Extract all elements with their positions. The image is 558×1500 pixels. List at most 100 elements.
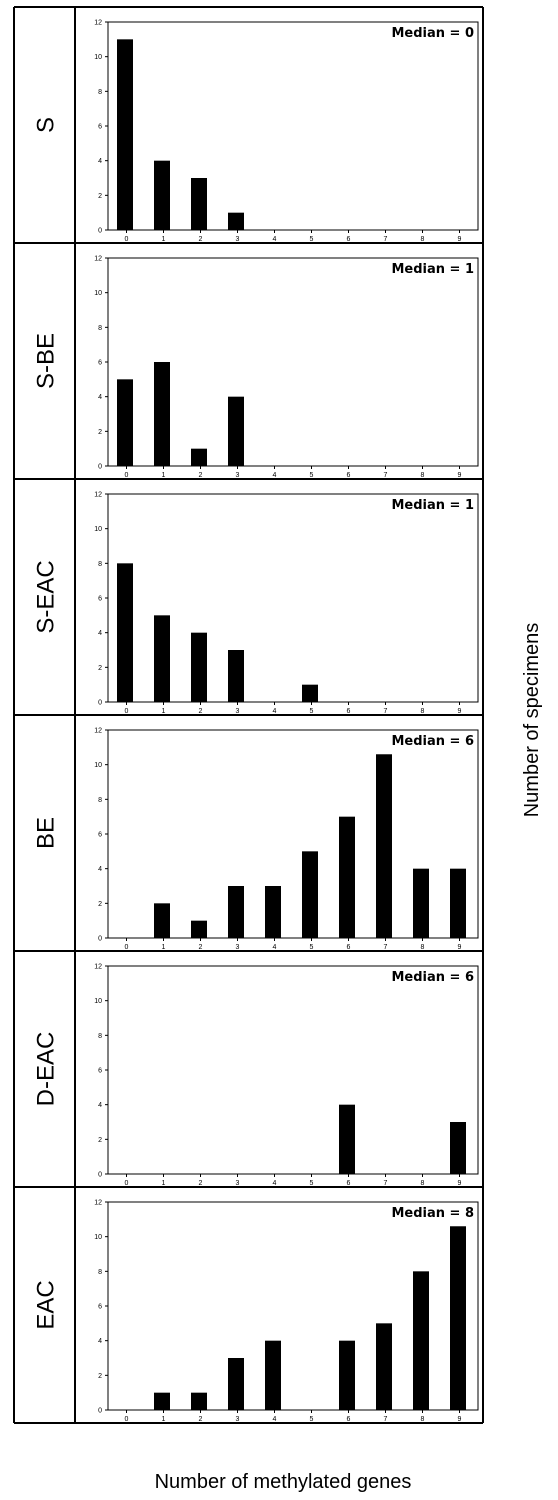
x-tick-label: 3 bbox=[236, 472, 240, 479]
x-tick-label: 6 bbox=[347, 472, 351, 479]
y-tick-label: 2 bbox=[98, 1373, 102, 1380]
x-tick-label: 6 bbox=[347, 708, 351, 715]
group-label: S-BE bbox=[33, 333, 60, 389]
y-tick-label: 0 bbox=[98, 464, 102, 471]
x-tick-label: 6 bbox=[347, 1416, 351, 1423]
group-label: BE bbox=[33, 817, 60, 849]
x-tick-label: 1 bbox=[162, 236, 166, 243]
x-tick-label: 8 bbox=[421, 708, 425, 715]
x-tick-label: 7 bbox=[384, 708, 388, 715]
y-tick-label: 4 bbox=[98, 1338, 102, 1345]
x-tick-label: 5 bbox=[310, 472, 314, 479]
y-tick-label: 8 bbox=[98, 325, 102, 332]
median-label: Median = 1 bbox=[391, 498, 474, 513]
bar bbox=[228, 396, 244, 466]
y-tick-label: 8 bbox=[98, 1033, 102, 1040]
y-tick-label: 10 bbox=[94, 526, 102, 533]
bar bbox=[413, 868, 429, 938]
x-tick-label: 2 bbox=[199, 1180, 203, 1187]
bar bbox=[302, 684, 318, 702]
x-tick-label: 8 bbox=[421, 472, 425, 479]
y-tick-label: 8 bbox=[98, 797, 102, 804]
x-tick-label: 1 bbox=[162, 1416, 166, 1423]
y-tick-label: 6 bbox=[98, 124, 102, 131]
y-tick-label: 2 bbox=[98, 193, 102, 200]
x-tick-label: 3 bbox=[236, 944, 240, 951]
y-tick-label: 6 bbox=[98, 832, 102, 839]
y-tick-label: 4 bbox=[98, 1102, 102, 1109]
y-tick-label: 4 bbox=[98, 394, 102, 401]
bar bbox=[265, 1340, 281, 1410]
bar bbox=[191, 920, 207, 938]
y-tick-label: 12 bbox=[94, 728, 102, 735]
bar bbox=[265, 886, 281, 938]
x-tick-label: 8 bbox=[421, 1416, 425, 1423]
y-tick-label: 2 bbox=[98, 665, 102, 672]
x-tick-label: 2 bbox=[199, 708, 203, 715]
x-tick-label: 6 bbox=[347, 1180, 351, 1187]
y-tick-label: 6 bbox=[98, 596, 102, 603]
y-tick-label: 4 bbox=[98, 866, 102, 873]
bar bbox=[228, 650, 244, 702]
x-tick-label: 2 bbox=[199, 472, 203, 479]
bar bbox=[154, 615, 170, 702]
x-tick-label: 3 bbox=[236, 708, 240, 715]
bar bbox=[339, 1104, 355, 1174]
median-label: Median = 6 bbox=[391, 734, 474, 749]
x-tick-label: 2 bbox=[199, 1416, 203, 1423]
median-label: Median = 8 bbox=[391, 1206, 474, 1221]
x-tick-label: 5 bbox=[310, 236, 314, 243]
x-tick-label: 8 bbox=[421, 944, 425, 951]
group-label: S-EAC bbox=[33, 560, 60, 633]
bar bbox=[228, 212, 244, 230]
x-tick-label: 9 bbox=[458, 236, 462, 243]
y-tick-label: 8 bbox=[98, 89, 102, 96]
x-tick-label: 6 bbox=[347, 236, 351, 243]
bar bbox=[191, 178, 207, 230]
bar bbox=[191, 1392, 207, 1410]
bar bbox=[228, 1358, 244, 1410]
group-label: S bbox=[33, 117, 60, 133]
bar bbox=[191, 448, 207, 466]
median-label: Median = 0 bbox=[391, 26, 474, 41]
bar bbox=[413, 1271, 429, 1410]
bar bbox=[154, 160, 170, 230]
y-tick-label: 10 bbox=[94, 1234, 102, 1241]
x-tick-label: 0 bbox=[125, 708, 129, 715]
bar bbox=[376, 754, 392, 938]
y-tick-label: 2 bbox=[98, 1137, 102, 1144]
y-tick-label: 10 bbox=[94, 762, 102, 769]
y-tick-label: 12 bbox=[94, 1200, 102, 1207]
y-tick-label: 12 bbox=[94, 256, 102, 263]
x-tick-label: 4 bbox=[273, 236, 277, 243]
x-tick-label: 9 bbox=[458, 708, 462, 715]
y-tick-label: 0 bbox=[98, 1408, 102, 1415]
x-tick-label: 3 bbox=[236, 236, 240, 243]
x-tick-label: 1 bbox=[162, 1180, 166, 1187]
x-tick-label: 7 bbox=[384, 236, 388, 243]
bar bbox=[339, 1340, 355, 1410]
bar bbox=[191, 632, 207, 702]
x-tick-label: 5 bbox=[310, 708, 314, 715]
y-axis-title: Number of specimens bbox=[521, 623, 543, 818]
x-tick-label: 1 bbox=[162, 472, 166, 479]
x-tick-label: 2 bbox=[199, 944, 203, 951]
x-tick-label: 3 bbox=[236, 1180, 240, 1187]
x-tick-label: 4 bbox=[273, 708, 277, 715]
y-tick-label: 0 bbox=[98, 228, 102, 235]
y-tick-label: 10 bbox=[94, 998, 102, 1005]
bar bbox=[117, 563, 133, 702]
x-tick-label: 5 bbox=[310, 1180, 314, 1187]
x-tick-label: 5 bbox=[310, 944, 314, 951]
y-tick-label: 4 bbox=[98, 630, 102, 637]
bar bbox=[154, 362, 170, 466]
y-tick-label: 6 bbox=[98, 1304, 102, 1311]
bar bbox=[154, 1392, 170, 1410]
group-label: EAC bbox=[33, 1280, 60, 1329]
x-tick-label: 9 bbox=[458, 1416, 462, 1423]
